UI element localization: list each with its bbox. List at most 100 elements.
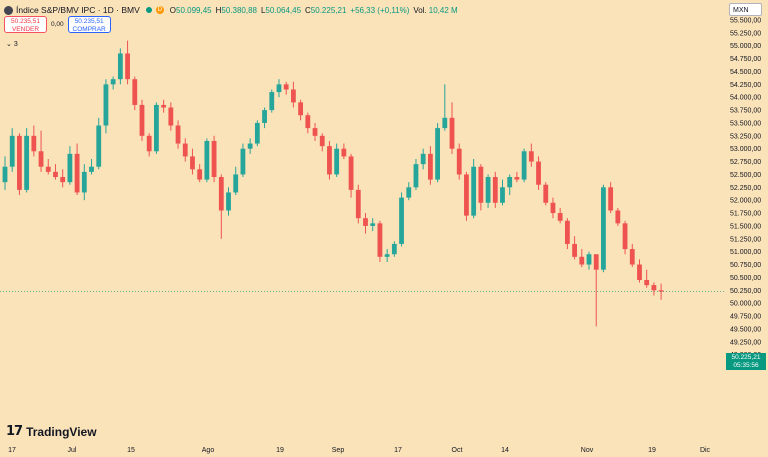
candle [564, 218, 570, 250]
candle-body [233, 174, 239, 193]
candle-body [420, 153, 426, 165]
candle-body [507, 177, 513, 188]
candle-body [291, 89, 296, 103]
candle [45, 158, 51, 175]
candle-body [615, 210, 621, 224]
candle-body [168, 107, 174, 126]
x-tick-label: 15 [127, 447, 135, 454]
tradingview-logo[interactable]: 17 TradingView [6, 424, 97, 439]
indicators-toggle[interactable]: ⌄ 3 [6, 40, 18, 48]
candle [38, 130, 44, 172]
market-symbol-icon [4, 5, 13, 15]
candle-body [593, 254, 599, 270]
y-tick-label: 53.250,00 [730, 133, 761, 140]
high-label: H [215, 5, 222, 15]
buy-label: COMPRAR [72, 25, 106, 33]
candle [572, 236, 577, 260]
candle-body [557, 213, 563, 221]
candle-body [81, 171, 87, 193]
candle-body [190, 156, 195, 170]
candle-body [38, 151, 44, 167]
candle [89, 158, 94, 175]
x-tick-label: 17 [394, 447, 402, 454]
candle-body [247, 143, 253, 149]
candle [442, 84, 448, 131]
candle [622, 220, 628, 255]
candle-body [564, 220, 570, 244]
candle-body [341, 148, 347, 157]
candle [377, 220, 383, 262]
candle-body [31, 135, 37, 152]
candle-body [139, 104, 145, 136]
y-tick-label: 50.750,00 [730, 262, 761, 269]
candle [514, 171, 520, 183]
spread-value: 0,00 [51, 21, 64, 28]
y-tick-label: 55.000,00 [730, 43, 761, 50]
x-tick-label: 17 [8, 447, 16, 454]
open-label: O [169, 5, 176, 15]
candle-body [384, 254, 390, 257]
candle-body [391, 243, 397, 255]
candle-body [528, 151, 534, 162]
high-value: 50.380,88 [221, 5, 257, 15]
candle-body [154, 104, 159, 152]
low-value: 50.064,45 [265, 5, 302, 15]
candle-body [269, 92, 275, 111]
candle [500, 179, 505, 206]
y-tick-label: 55.250,00 [730, 30, 761, 37]
candle [175, 120, 181, 149]
candle-body [283, 84, 289, 90]
candle [579, 249, 585, 268]
chevron-down-icon: ⌄ [6, 41, 12, 48]
y-tick-label: 54.750,00 [730, 56, 761, 63]
candle-body [117, 53, 123, 80]
candle [154, 102, 159, 154]
last-price-label: 50.225,21 05:35:56 [726, 353, 766, 370]
candle-body [204, 140, 210, 180]
currency-selector[interactable]: MXN [729, 3, 762, 16]
y-tick-label: 51.500,00 [730, 223, 761, 230]
y-tick-label: 51.000,00 [730, 249, 761, 256]
candle-body [500, 187, 505, 203]
candle-body [197, 169, 203, 180]
candle [601, 184, 606, 273]
candle [355, 184, 361, 224]
candle-body [485, 177, 491, 203]
candle-body [550, 202, 556, 214]
candle [262, 107, 267, 129]
candle [420, 148, 426, 170]
candle [31, 125, 37, 157]
sell-button[interactable]: 50.235,51 VENDER [4, 16, 47, 33]
candle [305, 112, 311, 134]
logo-text: TradingView [26, 424, 97, 439]
candle-body [327, 146, 332, 175]
candle [507, 174, 513, 196]
candle [2, 156, 8, 190]
buy-button[interactable]: 50.235,51 COMPRAR [67, 16, 111, 33]
x-tick-label: 19 [276, 447, 284, 454]
candle-body [471, 166, 477, 216]
y-tick-label: 52.750,00 [730, 159, 761, 166]
candle [74, 143, 80, 196]
candle-body [53, 171, 58, 178]
candle-body [399, 197, 404, 244]
candle-body [60, 177, 66, 183]
candle [492, 171, 498, 208]
candle-body [355, 189, 361, 219]
indicators-count: 3 [13, 41, 18, 48]
candle [312, 122, 318, 141]
candle [557, 207, 563, 224]
candle [291, 81, 296, 108]
x-tick-label: Jul [68, 447, 77, 454]
bar-countdown: 05:35:56 [733, 362, 759, 369]
symbol-title[interactable]: Índice S&P/BMV IPC · 1D · BMV [16, 5, 140, 15]
candle-body [240, 148, 246, 175]
tradingview-logo-icon: 17 [6, 424, 23, 439]
y-tick-label: 51.250,00 [730, 236, 761, 243]
candle [53, 164, 58, 180]
y-tick-label: 53.000,00 [730, 146, 761, 153]
candle [17, 133, 22, 196]
candle-body [492, 177, 498, 203]
candle-body [146, 135, 152, 152]
